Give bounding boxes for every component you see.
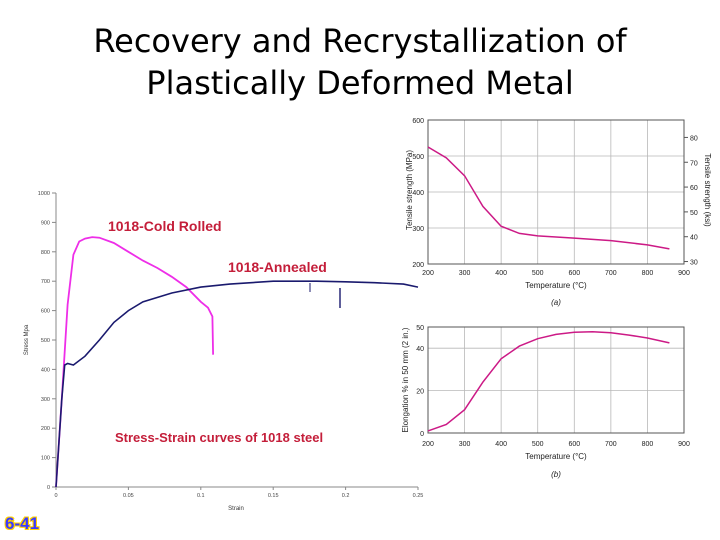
elongation-x-label: Temperature (°C) — [525, 452, 587, 461]
y-right-tick-label: 30 — [690, 260, 698, 267]
slide-title: Recovery and Recrystallization of Plasti… — [93, 22, 627, 102]
series-line-cold-rolled — [55, 236, 214, 488]
series-line-annealed — [55, 280, 419, 488]
chart-caption: Stress-Strain curves of 1018 steel — [115, 430, 323, 445]
y-tick-label: 700 — [41, 279, 50, 285]
elongation-chart: 0 20 40 50 200 300 400 500 600 700 800 900 Tempera… — [401, 325, 690, 479]
y-tick-label: 200 — [412, 262, 424, 269]
y-tick-label: 200 — [41, 426, 50, 432]
x-tick-label: 400 — [495, 441, 507, 448]
y-tick-label: 800 — [41, 250, 50, 256]
stress-strain-y-label: Stress Mpa — [24, 324, 30, 355]
annotation-annealed: 1018-Annealed — [228, 259, 327, 275]
x-tick-label: 0.2 — [342, 493, 350, 499]
x-tick-label: 600 — [568, 270, 580, 277]
series-line-tensile-strength — [427, 146, 670, 250]
tensile-y-ticks: 200 300 400 500 600 — [412, 118, 424, 269]
slide-number: 6-41 — [5, 514, 40, 533]
y-tick-label: 0 — [47, 485, 50, 491]
y-right-tick-label: 50 — [690, 210, 698, 217]
y-tick-label: 100 — [41, 456, 50, 462]
y-tick-label: 1000 — [38, 191, 50, 197]
x-tick-label: 700 — [605, 270, 617, 277]
y-tick-label: 20 — [416, 389, 424, 396]
elongation-y-label: Elongation % in 50 mm (2 in.) — [401, 327, 410, 432]
y-tick-label: 600 — [41, 309, 50, 315]
tensile-plot-frame — [427, 119, 685, 265]
x-tick-label: 800 — [642, 441, 654, 448]
x-tick-label: 200 — [422, 270, 434, 277]
tensile-x-ticks: 200 300 400 500 600 700 800 900 — [422, 270, 690, 277]
x-tick-label: 300 — [459, 441, 471, 448]
x-tick-label: 900 — [678, 441, 690, 448]
tensile-y-ticks-right: 30 40 50 60 70 80 — [684, 135, 698, 267]
x-tick-label: 800 — [642, 270, 654, 277]
elongation-x-ticks: 200 300 400 500 600 700 800 900 — [422, 441, 690, 448]
x-tick-label: 0.1 — [197, 493, 205, 499]
stress-strain-y-ticks: 0 100 200 300 400 500 600 700 800 900 1000 — [38, 191, 56, 491]
y-tick-label: 400 — [412, 190, 424, 197]
x-tick-label: 400 — [495, 270, 507, 277]
y-tick-label: 50 — [416, 325, 424, 332]
x-tick-label: 500 — [532, 270, 544, 277]
x-tick-label: 0 — [54, 493, 57, 499]
y-right-tick-label: 80 — [690, 135, 698, 142]
y-tick-label: 300 — [412, 226, 424, 233]
tensile-strength-chart: 200 300 400 500 600 30 40 50 60 70 80 200 300 400 50… — [405, 118, 712, 307]
x-tick-label: 0.05 — [123, 493, 134, 499]
x-tick-label: 500 — [532, 441, 544, 448]
y-tick-label: 600 — [412, 118, 424, 125]
y-tick-label: 500 — [41, 338, 50, 344]
x-tick-label: 0.25 — [413, 493, 424, 499]
y-right-tick-label: 60 — [690, 185, 698, 192]
elongation-plot-frame — [427, 326, 685, 434]
x-tick-label: 0.15 — [268, 493, 279, 499]
x-tick-label: 200 — [422, 441, 434, 448]
tensile-x-label: Temperature (°C) — [525, 281, 587, 290]
annotation-cold-rolled: 1018-Cold Rolled — [108, 218, 222, 234]
y-tick-label: 400 — [41, 367, 50, 373]
series-line-elongation — [427, 330, 670, 432]
y-tick-label: 0 — [420, 431, 424, 438]
x-tick-label: 300 — [459, 270, 471, 277]
x-tick-label: 900 — [678, 270, 690, 277]
y-right-tick-label: 40 — [690, 235, 698, 242]
y-tick-label: 40 — [416, 346, 424, 353]
elongation-y-ticks: 0 20 40 50 — [416, 325, 424, 438]
tensile-y-label: Tensile strength (MPa) — [405, 150, 414, 230]
stress-strain-x-label: Strain — [228, 506, 244, 512]
tensile-caption: (a) — [551, 298, 561, 307]
y-tick-label: 300 — [41, 397, 50, 403]
tensile-y-label-right: Tensile strength (ksi) — [703, 153, 712, 227]
x-tick-label: 600 — [568, 441, 580, 448]
y-tick-label: 900 — [41, 220, 50, 226]
elongation-caption: (b) — [551, 470, 561, 479]
y-right-tick-label: 70 — [690, 160, 698, 167]
x-tick-label: 700 — [605, 441, 617, 448]
y-tick-label: 500 — [412, 154, 424, 161]
stress-strain-x-ticks: 0 0.05 0.1 0.15 0.2 0.25 — [54, 487, 423, 499]
tensile-grid — [427, 119, 685, 265]
elongation-grid — [427, 326, 685, 434]
